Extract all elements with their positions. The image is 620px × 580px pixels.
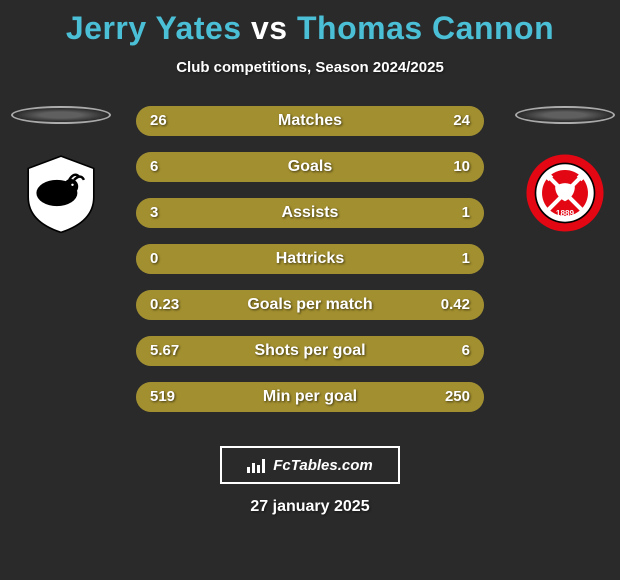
right-team-badge: 1889 (510, 106, 620, 234)
page-title: Jerry Yates vs Thomas Cannon (0, 0, 620, 47)
stat-label: Goals per match (136, 290, 484, 320)
stat-row: 01Hattricks (136, 244, 484, 274)
stat-row: 0.230.42Goals per match (136, 290, 484, 320)
sheffield-united-crest-icon: 1889 (524, 152, 606, 234)
derby-county-crest-icon (20, 152, 102, 234)
stat-row: 5.676Shots per goal (136, 336, 484, 366)
stat-row: 31Assists (136, 198, 484, 228)
subtitle: Club competitions, Season 2024/2025 (0, 59, 620, 76)
bars-icon (247, 457, 267, 473)
comparison-card: Jerry Yates vs Thomas Cannon Club compet… (0, 0, 620, 580)
svg-text:1889: 1889 (556, 209, 575, 218)
left-team-badge (6, 106, 116, 234)
stat-label: Min per goal (136, 382, 484, 412)
player2-name: Thomas Cannon (297, 10, 554, 46)
player-photo-placeholder-right (515, 106, 615, 124)
vs-label: vs (251, 10, 288, 46)
stat-row: 519250Min per goal (136, 382, 484, 412)
branding-box: FcTables.com (220, 446, 400, 484)
stat-label: Matches (136, 106, 484, 136)
date-label: 27 january 2025 (0, 498, 620, 516)
stat-label: Assists (136, 198, 484, 228)
branding-text: FcTables.com (273, 457, 372, 474)
stats-list: 2624Matches 610Goals 31Assists 01Hattricks 0… (136, 106, 484, 428)
player1-name: Jerry Yates (66, 10, 242, 46)
stat-label: Shots per goal (136, 336, 484, 366)
stat-label: Hattricks (136, 244, 484, 274)
main-panel: 1889 2624Matches 610Goals 31Assists 01Hattr… (0, 106, 620, 426)
player-photo-placeholder-left (11, 106, 111, 124)
stat-row: 2624Matches (136, 106, 484, 136)
stat-row: 610Goals (136, 152, 484, 182)
stat-label: Goals (136, 152, 484, 182)
